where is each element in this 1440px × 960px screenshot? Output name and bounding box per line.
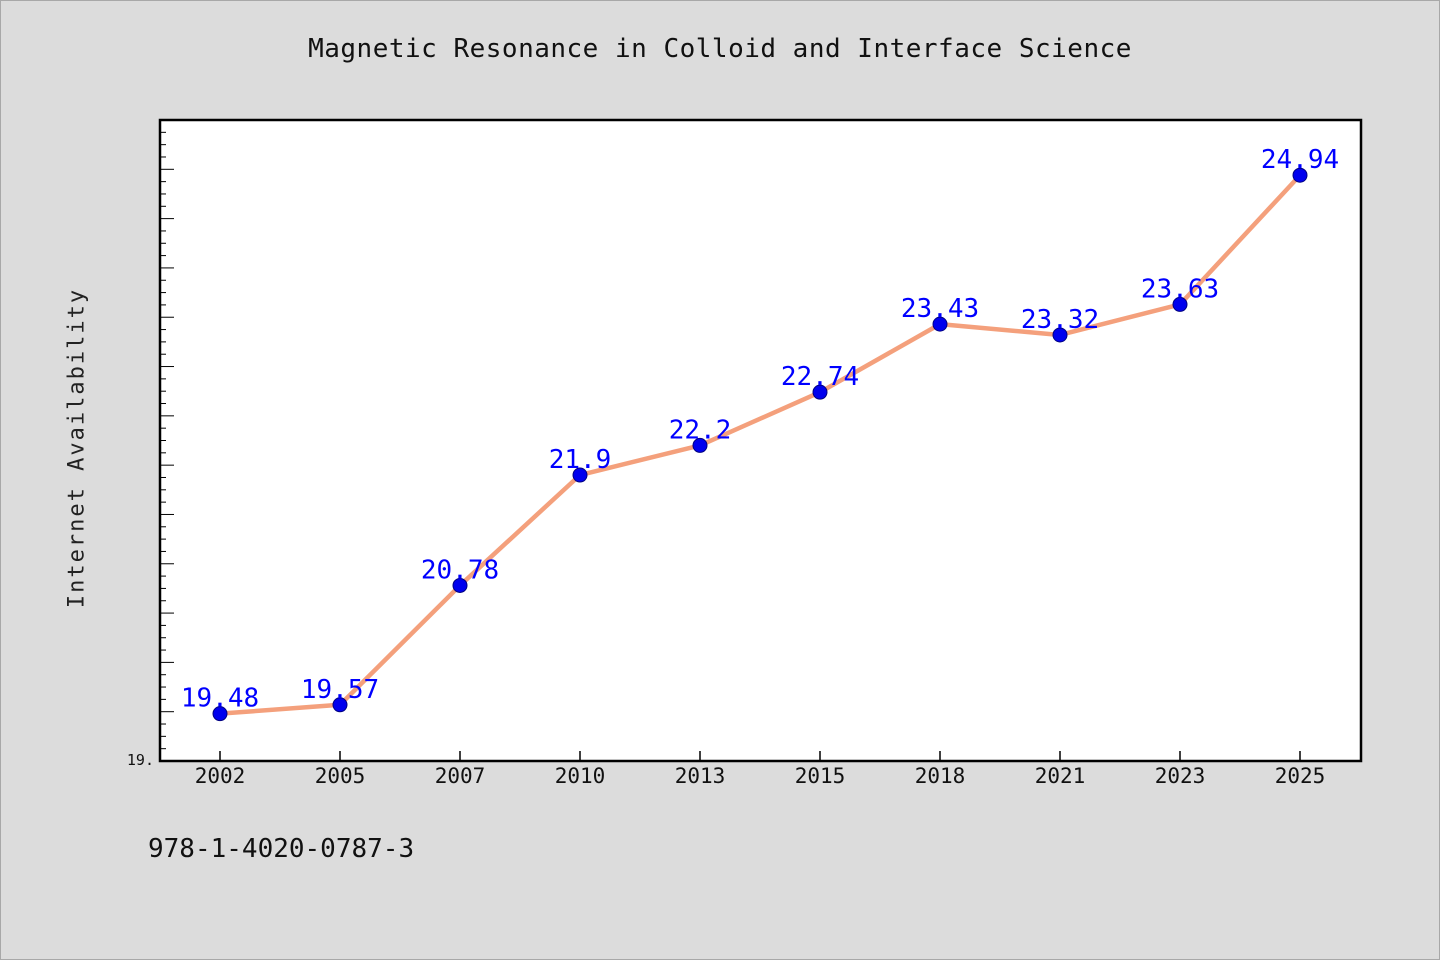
data-point: [1292, 167, 1308, 183]
data-point: [692, 437, 708, 453]
plot-area: [158, 118, 1363, 763]
data-label: 19.57: [301, 675, 379, 705]
data-label: 23.32: [1021, 305, 1099, 335]
data-point: [812, 384, 828, 400]
y-axis-tick-labels: 19.: [127, 751, 154, 769]
data-point: [1052, 327, 1068, 343]
series-line: [217, 172, 1303, 716]
data-label: 22.74: [781, 362, 859, 392]
data-point: [452, 577, 468, 593]
data-labels: 19.48 19.57 20.78 21.9 22.2 22.74 23.43 23.32 23…: [181, 145, 1339, 713]
chart-title: Magnetic Resonance in Colloid and Interf…: [308, 34, 1132, 64]
data-label: 23.43: [901, 294, 979, 324]
x-tick-label: 2025: [1275, 764, 1326, 788]
data-point: [572, 467, 588, 483]
x-tick-label: 2007: [435, 764, 486, 788]
y-tick-label: 19.: [127, 751, 154, 769]
data-label: 22.2: [669, 415, 732, 445]
x-axis-ticks: [219, 751, 1301, 761]
data-point: [932, 316, 948, 332]
y-axis-ticks: [160, 119, 174, 762]
x-tick-label: 2023: [1155, 764, 1206, 788]
series-markers: [212, 167, 1308, 722]
data-label: 23.63: [1141, 274, 1219, 304]
data-point: [332, 697, 348, 713]
data-label: 24.94: [1261, 145, 1339, 175]
footer-isbn: 978-1-4020-0787-3: [148, 834, 415, 864]
x-tick-label: 2002: [195, 764, 246, 788]
x-tick-label: 2021: [1035, 764, 1086, 788]
x-tick-label: 2018: [915, 764, 966, 788]
data-label: 19.48: [181, 684, 259, 714]
x-tick-label: 2005: [315, 764, 366, 788]
x-tick-label: 2015: [795, 764, 846, 788]
data-label: 21.9: [549, 445, 612, 475]
data-label: 20.78: [421, 555, 499, 585]
data-point: [212, 706, 228, 722]
x-tick-label: 2010: [555, 764, 606, 788]
data-point: [1172, 296, 1188, 312]
x-axis-tick-labels: 2002 2005 2007 2010 2013 2015 2018 2021 2023 2025: [195, 764, 1326, 788]
x-tick-label: 2013: [675, 764, 726, 788]
series-lines: [217, 172, 1303, 716]
